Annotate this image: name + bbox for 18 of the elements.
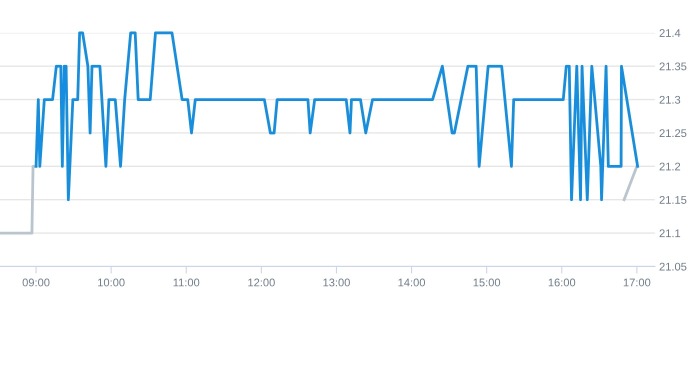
line-series [34,31,639,202]
y-tick-label: 21.3 [660,96,680,104]
x-tick-label: 17:00 [624,278,650,286]
y-tick-label: 21.05 [660,262,686,271]
x-tick-label: 12:00 [248,278,275,286]
y-tick-label: 21.4 [660,29,680,37]
y-tick-label: 21.2 [660,162,680,170]
y-tick-label: 21.1 [660,229,680,238]
x-tick-label: 16:00 [548,278,576,286]
x-tick-label: 10:00 [98,278,125,286]
x-tick-label: 11:00 [174,278,200,286]
x-tick-label: 09:00 [22,278,50,286]
x-tick-label: 13:00 [323,278,350,286]
y-tick-label: 21.15 [660,196,686,204]
y-tick-label: 21.25 [660,129,686,138]
x-tick-label: 14:00 [398,278,426,286]
y-tick-label: 21.35 [660,62,686,70]
x-tick-label: 15:00 [474,278,500,286]
